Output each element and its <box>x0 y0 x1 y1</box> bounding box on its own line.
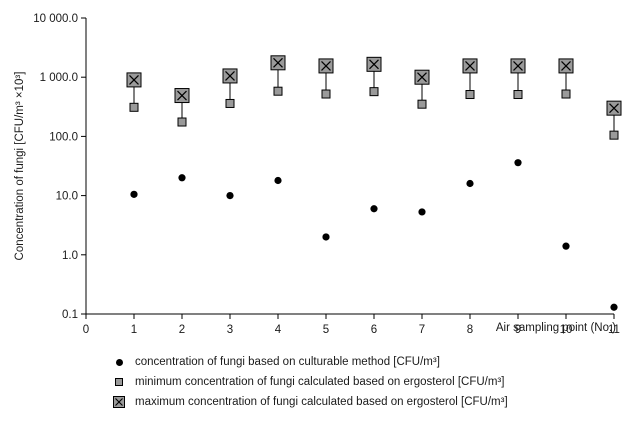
max-marker-cross <box>465 61 475 71</box>
culturable-point <box>418 208 426 216</box>
culturable-point <box>562 242 570 250</box>
min-ergosterol-point <box>177 117 187 127</box>
legend-boxed-x-marker <box>112 396 126 408</box>
y-tick-label: 10 000.0 <box>33 13 78 25</box>
max-ergosterol-point <box>126 72 142 88</box>
max-marker-cross <box>225 71 235 81</box>
x-axis-ticks: 0 1 2 3 4 5 6 7 8 9 10 11 <box>83 314 620 336</box>
culturable-point <box>466 179 474 188</box>
legend-dot-marker <box>112 358 126 366</box>
max-ergosterol-point <box>606 100 622 116</box>
x-tick-label: 7 <box>419 324 425 336</box>
min-ergosterol-point <box>513 90 523 100</box>
chart-plot: 0.1 1.0 10.0 100.0 1 000.0 10 000.0 0 1 2 3 4 5 6 7 8… <box>14 13 622 336</box>
min-ergosterol-point <box>129 102 139 112</box>
max-marker-cross <box>513 61 523 71</box>
culturable-point <box>322 233 330 241</box>
chart-legend: concentration of fungi based on culturab… <box>112 352 508 412</box>
max-marker-cross <box>417 72 427 83</box>
max-ergosterol-point <box>366 56 382 72</box>
max-marker-cross <box>561 61 571 71</box>
x-tick-label: 3 <box>227 324 233 336</box>
max-ergosterol-point <box>510 58 526 74</box>
max-ergosterol-point <box>414 69 430 85</box>
y-tick-label: 10.0 <box>56 191 78 203</box>
max-marker-cross <box>273 57 283 68</box>
legend-item-min-ergosterol: minimum concentration of fungi calculate… <box>112 372 508 392</box>
max-marker-cross <box>369 59 379 70</box>
max-ergosterol-point <box>174 88 190 104</box>
x-tick-label: 6 <box>371 324 377 336</box>
x-axis-title: Air sampling point (No.) <box>496 322 616 334</box>
x-tick-label: 11 <box>608 324 620 336</box>
x-tick-label: 8 <box>467 324 473 336</box>
x-tick-label: 2 <box>179 324 185 336</box>
x-tick-label: 4 <box>275 324 282 336</box>
min-ergosterol-point <box>609 130 619 140</box>
max-marker-cross <box>129 74 139 85</box>
y-axis-title: Concentration of fungi [CFU/m³ ×10³] <box>14 72 26 261</box>
min-ergosterol-point <box>561 89 571 99</box>
culturable-point <box>226 192 234 200</box>
culturable-point <box>514 159 522 167</box>
x-tick-label: 1 <box>131 324 137 336</box>
max-ergosterol-point <box>270 55 286 71</box>
legend-square-marker <box>112 378 126 386</box>
culturable-point <box>610 303 618 311</box>
legend-label-min-ergosterol: minimum concentration of fungi calculate… <box>135 376 505 388</box>
max-marker-cross <box>321 61 331 71</box>
min-ergosterol-point <box>369 87 379 97</box>
min-ergosterol-point <box>465 90 475 100</box>
x-tick-label: 10 <box>560 324 573 336</box>
data-marks <box>126 55 622 311</box>
x-tick-label: 9 <box>515 324 521 336</box>
x-tick-label: 0 <box>83 324 89 336</box>
x-tick-label: 5 <box>323 324 329 336</box>
legend-label-max-ergosterol: maximum concentration of fungi calculate… <box>135 396 508 408</box>
max-marker-cross <box>177 90 187 101</box>
legend-item-max-ergosterol: maximum concentration of fungi calculate… <box>112 392 508 412</box>
culturable-point <box>130 190 138 198</box>
y-tick-label: 100.0 <box>49 131 78 143</box>
culturable-point <box>274 176 282 185</box>
legend-item-culturable: concentration of fungi based on culturab… <box>112 352 508 372</box>
y-tick-label: 0.1 <box>62 309 78 321</box>
max-marker-cross <box>609 103 619 114</box>
min-ergosterol-point <box>321 89 331 99</box>
min-ergosterol-point <box>225 98 235 108</box>
culturable-point <box>178 174 186 182</box>
y-axis-ticks: 0.1 1.0 10.0 100.0 1 000.0 10 000.0 <box>33 13 86 321</box>
min-ergosterol-point <box>273 86 283 96</box>
max-ergosterol-point <box>462 58 478 74</box>
y-tick-label: 1 000.0 <box>40 72 78 84</box>
y-tick-label: 1.0 <box>62 250 78 262</box>
max-ergosterol-point <box>318 58 334 74</box>
legend-label-culturable: concentration of fungi based on culturab… <box>135 356 440 368</box>
max-ergosterol-point <box>558 58 574 74</box>
max-ergosterol-point <box>222 68 238 84</box>
min-ergosterol-point <box>417 99 427 109</box>
culturable-point <box>370 205 378 213</box>
